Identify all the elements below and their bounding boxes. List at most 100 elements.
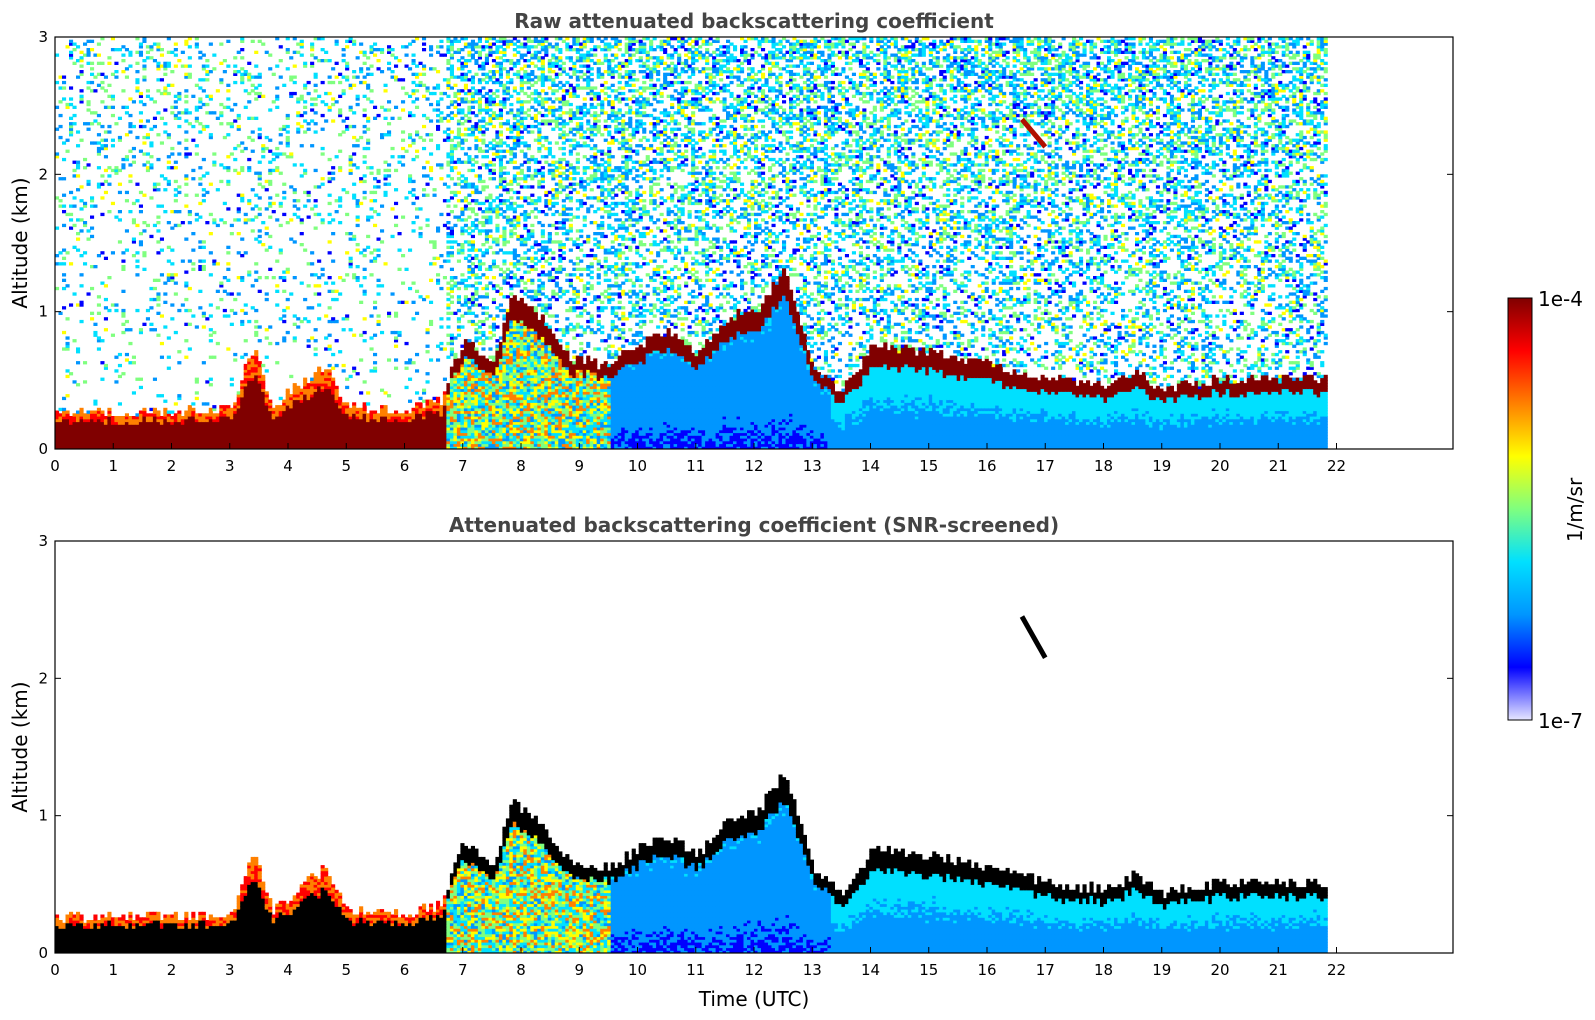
heatmap-cell <box>184 270 189 274</box>
heatmap-cell <box>477 124 482 129</box>
heatmap-cell <box>55 418 60 423</box>
heatmap-cell <box>254 372 259 376</box>
heatmap-cell <box>306 127 311 131</box>
heatmap-cell <box>394 358 399 362</box>
heatmap-cell <box>317 407 322 412</box>
heatmap-cell <box>55 438 60 442</box>
heatmap-cell <box>296 391 301 395</box>
heatmap-cell <box>110 416 115 420</box>
heatmap-cell <box>303 105 308 109</box>
heatmap-cell <box>282 427 287 431</box>
heatmap-cell <box>317 432 322 436</box>
heatmap-cell <box>446 355 451 359</box>
heatmap-cell <box>488 407 493 412</box>
heatmap-cell <box>442 399 447 403</box>
heatmap-cell <box>201 199 206 203</box>
heatmap-cell <box>348 105 353 109</box>
heatmap-cell <box>76 418 81 423</box>
heatmap-cell <box>149 97 154 101</box>
heatmap-cell <box>236 405 241 409</box>
heatmap-cell <box>439 405 444 409</box>
heatmap-cell <box>156 278 161 282</box>
heatmap-cell <box>408 286 413 291</box>
heatmap-cell <box>131 427 136 431</box>
heatmap-cell <box>338 133 343 137</box>
heatmap-cell <box>477 56 482 60</box>
heatmap-cell <box>442 130 447 134</box>
heatmap-cell <box>456 410 461 414</box>
heatmap-cell <box>463 61 468 65</box>
heatmap-cell <box>271 210 276 214</box>
heatmap-cell <box>449 39 454 43</box>
heatmap-cell <box>394 446 399 449</box>
heatmap-cell <box>394 223 399 228</box>
heatmap-cell <box>138 421 143 425</box>
heatmap-cell <box>110 144 115 148</box>
heatmap-cell <box>362 432 367 436</box>
heatmap-cell <box>491 163 496 167</box>
heatmap-cell <box>194 152 199 156</box>
heatmap-cell <box>306 446 311 449</box>
heatmap-cell <box>418 418 423 423</box>
heatmap-cell <box>373 116 378 120</box>
heatmap-cell <box>484 416 489 420</box>
heatmap-cell <box>292 413 297 417</box>
heatmap-cell <box>83 446 88 449</box>
heatmap-cell <box>495 432 500 436</box>
heatmap-cell <box>292 424 297 428</box>
heatmap-cell <box>352 163 357 167</box>
heatmap-cell <box>484 284 489 288</box>
heatmap-cell <box>401 421 406 425</box>
heatmap-cell <box>187 427 192 431</box>
heatmap-cell <box>470 256 475 260</box>
heatmap-cell <box>90 215 95 219</box>
heatmap-cell <box>145 438 150 442</box>
heatmap-cell <box>422 188 427 192</box>
heatmap-cell <box>159 78 164 82</box>
heatmap-cell <box>208 42 213 46</box>
heatmap-cell <box>72 113 77 118</box>
heatmap-cell <box>163 281 168 285</box>
heatmap-cell <box>247 273 252 277</box>
heatmap-cell <box>131 355 136 359</box>
heatmap-cell <box>236 429 241 434</box>
heatmap-cell <box>320 432 325 436</box>
heatmap-cell <box>387 100 392 104</box>
heatmap-cell <box>299 144 304 148</box>
heatmap-cell <box>320 113 325 118</box>
heatmap-cell <box>446 160 451 164</box>
heatmap-cell <box>149 297 154 302</box>
heatmap-cell <box>338 427 343 431</box>
heatmap-cell <box>58 204 63 208</box>
heatmap-cell <box>352 237 357 241</box>
heatmap-cell <box>124 48 129 52</box>
heatmap-cell <box>383 177 388 181</box>
heatmap-cell <box>226 432 231 436</box>
heatmap-cell <box>58 135 63 140</box>
heatmap-cell <box>142 429 147 434</box>
heatmap-cell <box>477 435 482 439</box>
heatmap-cell <box>355 410 360 414</box>
heatmap-cell <box>128 418 133 423</box>
heatmap-cell <box>135 70 140 74</box>
heatmap-cell <box>436 119 441 123</box>
heatmap-cell <box>432 446 437 449</box>
heatmap-cell <box>254 402 259 406</box>
heatmap-cell <box>453 418 458 423</box>
heatmap-cell <box>117 443 122 447</box>
heatmap-cell <box>131 446 136 449</box>
heatmap-cell <box>495 410 500 414</box>
heatmap-cell <box>470 361 475 365</box>
heatmap-cell <box>338 424 343 428</box>
heatmap-cell <box>194 391 199 395</box>
heatmap-cell <box>55 427 60 431</box>
heatmap-cell <box>159 314 164 318</box>
heatmap-cell <box>299 281 304 285</box>
heatmap-cell <box>449 385 454 390</box>
heatmap-cell <box>296 429 301 434</box>
heatmap-cell <box>145 416 150 420</box>
heatmap-cell <box>317 317 322 321</box>
heatmap-cell <box>320 383 325 387</box>
heatmap-cell <box>449 399 454 403</box>
heatmap-cell <box>439 443 444 447</box>
